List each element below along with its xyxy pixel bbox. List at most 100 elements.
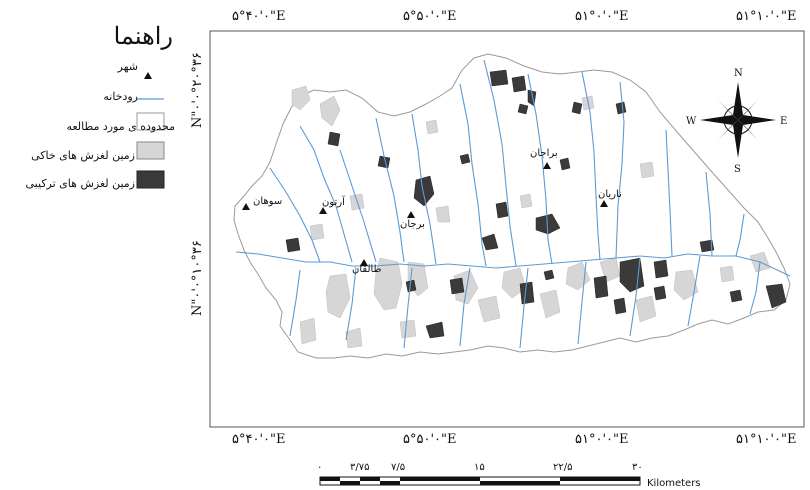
- study-area-boundary: [233, 53, 791, 359]
- soil-landslide-patch: [477, 295, 501, 323]
- complex-landslide-patch: [765, 283, 787, 309]
- tributary: [403, 267, 413, 349]
- city-marker-taleqan: [360, 259, 368, 266]
- scale-bar-seg: [320, 477, 340, 481]
- legend-label-study-area: محدوده ی مورد مطالعه: [66, 120, 175, 133]
- legend-item-river: رودخانه: [0, 90, 175, 132]
- complex-landslide-patch: [699, 239, 715, 253]
- coord-top-4: ۵۱°۱۰'۰"E: [736, 9, 797, 24]
- city-marker-naryan: [600, 200, 608, 207]
- scale-bar-seg: [560, 477, 640, 481]
- complex-landslide-patch: [559, 157, 571, 171]
- tributary: [411, 113, 437, 265]
- soil-landslide-patch: [635, 295, 657, 323]
- complex-landslide-patch: [481, 233, 499, 251]
- main-river: [235, 251, 791, 277]
- scale-tick-5: ۳۰: [632, 462, 643, 473]
- legend-label-river: رودخانه: [103, 90, 138, 103]
- tributary: [629, 257, 641, 337]
- compass-n: N: [734, 68, 743, 79]
- scale-bar-seg: [400, 477, 480, 481]
- city-markers: [242, 162, 608, 266]
- tributary: [339, 149, 377, 263]
- tributary: [483, 59, 517, 267]
- city-marker-borjan: [407, 211, 415, 218]
- legend-city-symbol: [144, 72, 152, 79]
- tributary: [615, 81, 625, 259]
- complex-landslide-patch: [285, 237, 301, 253]
- complex-landslide-patch: [413, 175, 435, 207]
- soil-landslide-patch: [299, 317, 317, 345]
- complex-landslide-patch: [571, 101, 583, 115]
- soil-landslide-patch: [373, 257, 403, 311]
- tributary: [345, 267, 357, 341]
- tributary: [519, 267, 529, 349]
- tributary: [749, 261, 761, 315]
- compass-west: [700, 115, 738, 125]
- river-network: [235, 59, 791, 349]
- soil-landslide-patch: [435, 205, 451, 223]
- coord-bottom-1: ۵°۴۰'۰"E: [232, 432, 286, 447]
- soil-landslide-patch: [539, 289, 561, 319]
- scale-tick-1: ۳/۷۵: [350, 462, 370, 473]
- scale-bar-seg: [480, 481, 560, 485]
- complex-landslide-patch: [543, 269, 555, 281]
- scale-tick-0: ۰: [317, 462, 323, 473]
- soil-landslide-patch: [425, 119, 439, 135]
- complex-landslide-patch: [729, 289, 743, 303]
- soil-landslide-patch: [519, 193, 533, 209]
- city-label-naryan: ناریان: [598, 189, 622, 200]
- complex-landslide-patch: [653, 259, 669, 279]
- soil-landslide-patch: [719, 265, 735, 283]
- coord-bottom-3: ۵۱°۰'۰"E: [575, 432, 629, 447]
- compass-east: [738, 115, 776, 125]
- scale-bar-seg: [380, 481, 400, 485]
- complex-landslide-patch: [377, 155, 391, 169]
- map-frame: [209, 30, 805, 428]
- city-marker-arton: [319, 207, 327, 214]
- tributary: [269, 167, 321, 263]
- city-label-arton: آرتون: [322, 197, 345, 208]
- complex-landslide-patch: [511, 75, 527, 93]
- complex-landslide-patch: [535, 213, 561, 235]
- soil-landslide-patch: [639, 161, 655, 179]
- complex-landslide-patch: [449, 277, 465, 295]
- legend-label-city: شهر: [117, 60, 138, 73]
- legend-item-soil-landslide: زمین لغزش های خاکی: [0, 149, 175, 191]
- soil-landslide-patch: [325, 273, 351, 319]
- compass-star: [733, 82, 743, 120]
- legend-item-complex-landslide: زمین لغزش های ترکیبی: [0, 177, 175, 219]
- complex-landslide-patch: [615, 101, 627, 115]
- coord-top-1: ۵°۴۰'۰"E: [232, 9, 286, 24]
- scale-unit: Kilometers: [647, 478, 701, 489]
- coord-top-2: ۵°۵۰'۰"E: [403, 9, 457, 24]
- coord-bottom-2: ۵°۵۰'۰"E: [403, 432, 457, 447]
- scale-bar-seg: [360, 477, 380, 481]
- complex-landslide-patch: [459, 153, 471, 165]
- scale-tick-4: ۲۲/۵: [553, 462, 573, 473]
- coord-left-2: N"۰'۰°۱۰°۳۶: [190, 240, 205, 316]
- tributary: [705, 171, 713, 257]
- legend-symbols: [136, 72, 165, 189]
- soil-landslide-patch: [673, 269, 699, 301]
- soil-landslide-patch: [501, 267, 527, 299]
- complex-landslide-patch: [519, 281, 535, 305]
- compass-e: E: [780, 116, 787, 127]
- soil-landslide-patch: [291, 85, 311, 111]
- tributary: [687, 255, 701, 327]
- city-marker-sohan: [242, 203, 250, 210]
- tributary: [577, 261, 587, 345]
- tributary: [527, 73, 553, 265]
- legend-item-study-area: محدوده ی مورد مطالعه: [0, 120, 175, 162]
- legend-item-city: شهر: [0, 60, 175, 102]
- tributary: [459, 267, 471, 347]
- complex-landslide-patch: [495, 201, 509, 219]
- legend-label-soil-landslide: زمین لغزش های خاکی: [31, 149, 135, 162]
- city-label-barajan: براجان: [530, 148, 558, 159]
- complex-landslide-patch: [593, 275, 609, 299]
- soil-landslide-patch: [345, 327, 363, 349]
- legend-study-area-swatch: [136, 112, 165, 131]
- tributary: [459, 83, 487, 267]
- legend-label-complex-landslide: زمین لغزش های ترکیبی: [25, 177, 135, 190]
